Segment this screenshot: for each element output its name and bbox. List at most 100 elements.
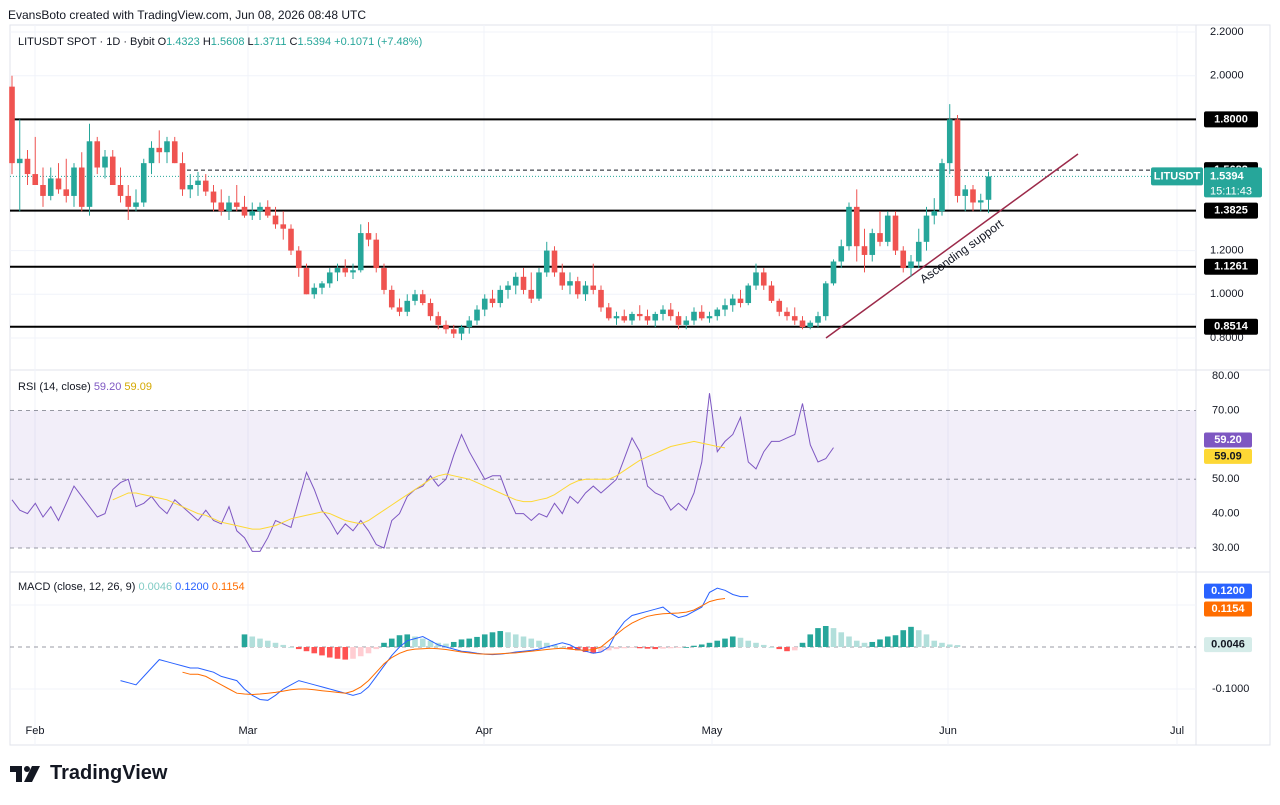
rsi-legend[interactable]: RSI (14, close) 59.20 59.09 <box>18 381 152 393</box>
macd-histogram-bar <box>567 647 573 650</box>
ascending-support-line[interactable] <box>825 153 1079 339</box>
macd-signal-value-tag <box>1204 601 1252 617</box>
macd-histogram-bar <box>357 647 364 657</box>
macd-histogram-bar <box>760 644 767 647</box>
candle-body <box>32 174 39 185</box>
macd-legend[interactable]: MACD (close, 12, 26, 9) 0.0046 0.1200 0.… <box>18 581 245 593</box>
legend-value: 59.09 <box>124 381 152 393</box>
candle-body <box>350 270 356 273</box>
candle-body <box>164 141 170 153</box>
candle-body <box>621 316 628 321</box>
macd-histogram-bar <box>264 640 271 647</box>
legend-value: 59.20 <box>94 381 125 393</box>
macd-histogram-bar <box>791 647 798 651</box>
candle-body <box>745 285 752 304</box>
created-by-text: EvansBoto created with TradingView.com, … <box>8 8 366 22</box>
macd-histogram-bar <box>815 628 821 647</box>
candle-body <box>908 261 914 269</box>
rsi-ma-value-label: 59.09 <box>1214 450 1242 462</box>
candle-body <box>799 320 806 328</box>
candle-body <box>830 261 837 284</box>
macd-histogram-bar <box>753 642 759 647</box>
candle-body <box>822 283 829 317</box>
macd-histogram-bar <box>598 647 604 653</box>
candle-body <box>729 298 736 306</box>
candle-body <box>760 272 767 286</box>
macd-histogram-bar <box>954 645 961 647</box>
candle-body <box>861 246 868 255</box>
candle-body <box>582 285 589 295</box>
macd-histogram-bar <box>311 647 318 654</box>
macd-histogram-bar <box>319 647 325 656</box>
candle-body <box>923 215 930 242</box>
rsi-axis-tick: 70.00 <box>1212 404 1240 416</box>
candle-body <box>47 178 54 196</box>
level-price-label: 0.8514 <box>1214 321 1249 333</box>
candle-body <box>753 272 759 286</box>
symbol-legend[interactable]: LITUSDT SPOT · 1D · Bybit O1.4323 H1.560… <box>18 36 422 48</box>
tradingview-brand[interactable]: TradingView <box>10 762 167 785</box>
candle-body <box>218 202 225 212</box>
candle-body <box>567 281 573 286</box>
time-axis-label: Jun <box>939 725 957 737</box>
candle-body <box>962 189 969 196</box>
macd-histogram-bar <box>373 647 380 650</box>
macd-histogram-bar <box>900 630 907 647</box>
macd-signal-value-label: 0.1154 <box>1211 603 1245 615</box>
candle-body <box>706 316 713 319</box>
macd-line <box>120 587 749 701</box>
candle-body <box>946 119 953 164</box>
legend-value: +0.1071 (+7.48%) <box>334 36 422 48</box>
macd-histogram-bar <box>877 639 883 647</box>
candle-body <box>396 307 403 312</box>
macd-histogram-bar <box>590 647 597 654</box>
macd-histogram-bar <box>288 647 294 648</box>
candle-body <box>450 329 457 334</box>
candle-body <box>125 195 132 207</box>
candle-body <box>683 320 690 325</box>
rsi-axis-tick: 40.00 <box>1212 508 1240 520</box>
macd-histogram-bar <box>381 642 387 647</box>
legend-value: 1.3711 <box>254 36 290 48</box>
price-axis-tick: 1.2000 <box>1210 244 1244 256</box>
candle-body <box>598 289 604 308</box>
legend-value: 0.1200 <box>175 581 212 593</box>
macd-histogram-bar <box>458 639 465 647</box>
macd-histogram-bar <box>853 640 860 647</box>
candle-body <box>187 185 194 190</box>
candle-body <box>481 298 488 310</box>
candle-body <box>78 167 85 207</box>
candle-body <box>791 316 798 321</box>
candle-body <box>412 294 418 301</box>
macd-histogram-bar <box>822 626 829 647</box>
candle-body <box>551 250 558 273</box>
level-price-label: 1.3825 <box>1214 205 1248 217</box>
candle-body <box>939 163 945 212</box>
macd-histogram-bar <box>326 647 333 658</box>
macd-histogram-bar <box>729 636 736 647</box>
macd-histogram-bar <box>698 644 705 647</box>
candle-body <box>714 309 721 317</box>
bar-countdown-label: 15:11:43 <box>1210 185 1252 197</box>
candle-body <box>605 307 612 319</box>
candle-body <box>652 313 659 321</box>
macd-value-tag <box>1204 583 1252 599</box>
candle-body <box>295 250 302 269</box>
rsi-axis-tick: 50.00 <box>1212 473 1240 485</box>
macd-histogram-bar <box>350 647 356 659</box>
macd-histogram-bar <box>365 647 372 654</box>
legend-value: 0.1154 <box>212 581 245 593</box>
macd-histogram-bar <box>923 634 930 647</box>
tradingview-name: TradingView <box>50 762 168 784</box>
candle-body <box>838 246 845 262</box>
candle-body <box>636 313 643 317</box>
candle-body <box>117 185 124 196</box>
macd-histogram-bar <box>915 630 922 647</box>
candle-body <box>272 215 279 225</box>
candle-body <box>660 309 666 314</box>
candle-body <box>489 298 496 304</box>
macd-histogram-bar <box>551 644 558 647</box>
macd-histogram-bar <box>481 634 488 647</box>
candle-body <box>311 287 318 295</box>
